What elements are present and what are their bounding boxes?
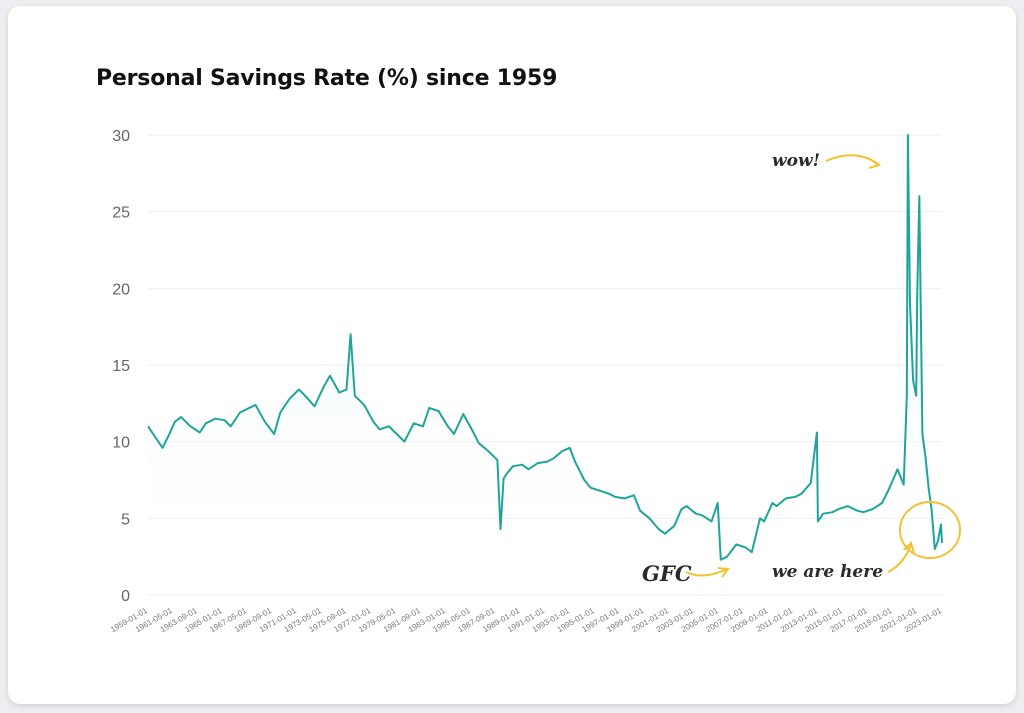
annotation-peak: wow! xyxy=(772,151,882,171)
y-tick-label: 20 xyxy=(112,281,130,298)
y-tick-label: 0 xyxy=(121,588,130,605)
series-area xyxy=(148,135,942,595)
y-tick-label: 25 xyxy=(112,205,130,222)
annotation-gfc: GFC xyxy=(642,561,730,586)
arrowhead-icon xyxy=(868,158,882,169)
x-axis: 1959-01-011961-05-011963-09-011965-01-01… xyxy=(109,606,943,635)
arrowhead-icon xyxy=(717,567,730,578)
y-tick-label: 10 xyxy=(112,435,130,452)
arrow-icon xyxy=(685,568,728,577)
annotation-now: we are here xyxy=(772,501,961,582)
y-axis: 0 5 10 15 20 25 30 xyxy=(112,128,130,605)
y-tick-label: 5 xyxy=(121,511,130,528)
arrow-icon xyxy=(887,543,912,573)
series-line xyxy=(147,134,943,561)
annotation-peak-text: wow! xyxy=(772,151,820,171)
annotation-now-text: we are here xyxy=(772,562,883,582)
annotation-gfc-text: GFC xyxy=(642,561,692,586)
y-tick-label: 30 xyxy=(112,128,130,145)
highlight-circle-icon xyxy=(899,501,961,559)
chart-title: Personal Savings Rate (%) since 1959 xyxy=(96,66,558,91)
y-tick-label: 15 xyxy=(112,358,130,375)
